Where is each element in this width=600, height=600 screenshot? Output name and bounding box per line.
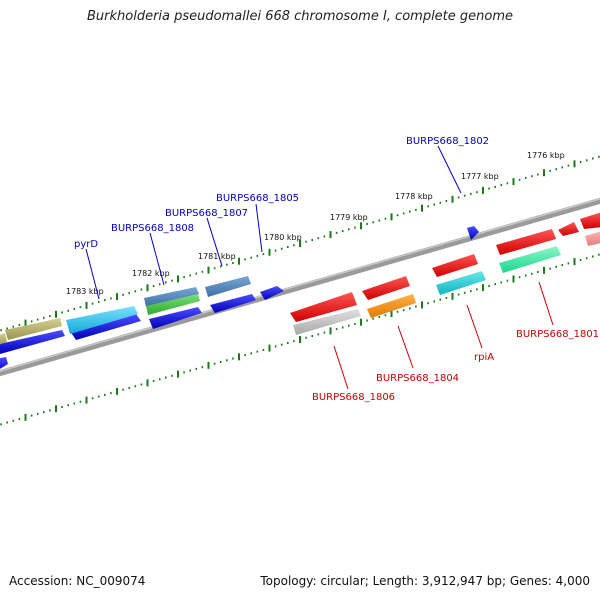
gene-arrow[interactable] [580,212,600,229]
gene-arrow[interactable] [210,294,256,313]
gene-arrow[interactable] [436,271,486,295]
gene-label[interactable]: BURPS668_1807 [165,208,248,219]
backbone [0,197,600,377]
gene-arrow[interactable] [5,318,62,340]
gene-arrow[interactable] [558,222,579,236]
kbp-label: 1782 kbp [132,269,170,278]
gene-arrow[interactable] [66,306,138,334]
kbp-label: 1783 kbp [66,287,104,296]
gene-arrow[interactable] [293,309,361,335]
gene-label[interactable]: BURPS668_1804 [376,373,459,384]
gene-label[interactable]: BURPS668_1801 [516,329,599,340]
kbp-label: 1778 kbp [395,192,433,201]
reverse-gene-labels: BURPS668_1801 rpiA BURPS668_1804 BURPS66… [312,281,599,403]
gene-arrow[interactable] [467,226,479,240]
gene-label[interactable]: pyrD [74,239,98,250]
gene-arrow[interactable] [496,229,556,255]
gene-arrow[interactable] [144,287,199,307]
gene-label[interactable]: rpiA [474,352,494,363]
gene-arrow[interactable] [149,307,202,329]
gene-arrow[interactable] [362,276,410,300]
gene-label[interactable]: BURPS668_1802 [406,136,489,147]
gene-label[interactable]: BURPS668_1805 [216,193,299,204]
gene-arrow[interactable] [367,294,416,318]
gene-label[interactable]: BURPS668_1806 [312,392,395,403]
lower-tick-ring [0,253,600,426]
kbp-label: 1779 kbp [330,213,368,222]
kbp-label: 1780 kbp [264,233,302,242]
gene-arrow[interactable] [260,286,284,300]
kbp-labels: 1776 kbp 1777 kbp 1778 kbp 1779 kbp 1780… [66,151,565,296]
forward-gene-labels: BURPS668_1802 BURPS668_1805 BURPS668_180… [74,136,489,300]
gene-arrow[interactable] [70,314,141,340]
gene-arrow[interactable] [585,231,600,246]
gene-arrow[interactable] [432,254,478,277]
forward-genes [0,226,479,354]
gene-arrow[interactable] [146,294,200,315]
kbp-label: 1777 kbp [461,172,499,181]
gene-arrow[interactable] [290,292,357,322]
reverse-genes [0,212,600,372]
map-title: Burkholderia pseudomallei 668 chromosome… [86,9,514,24]
upper-tick-ring [0,155,600,332]
gene-arrow[interactable] [499,246,561,273]
gene-arrow[interactable] [0,357,8,372]
kbp-label: 1776 kbp [527,151,565,160]
gene-arrow[interactable] [0,333,7,346]
gene-arrow[interactable] [205,276,251,297]
gene-arrow[interactable] [0,330,65,354]
kbp-label: 1781 kbp [198,252,236,261]
accession-text: Accession: NC_009074 [9,574,146,588]
topology-summary: Topology: circular; Length: 3,912,947 bp… [260,574,590,588]
gene-label[interactable]: BURPS668_1808 [111,223,194,234]
